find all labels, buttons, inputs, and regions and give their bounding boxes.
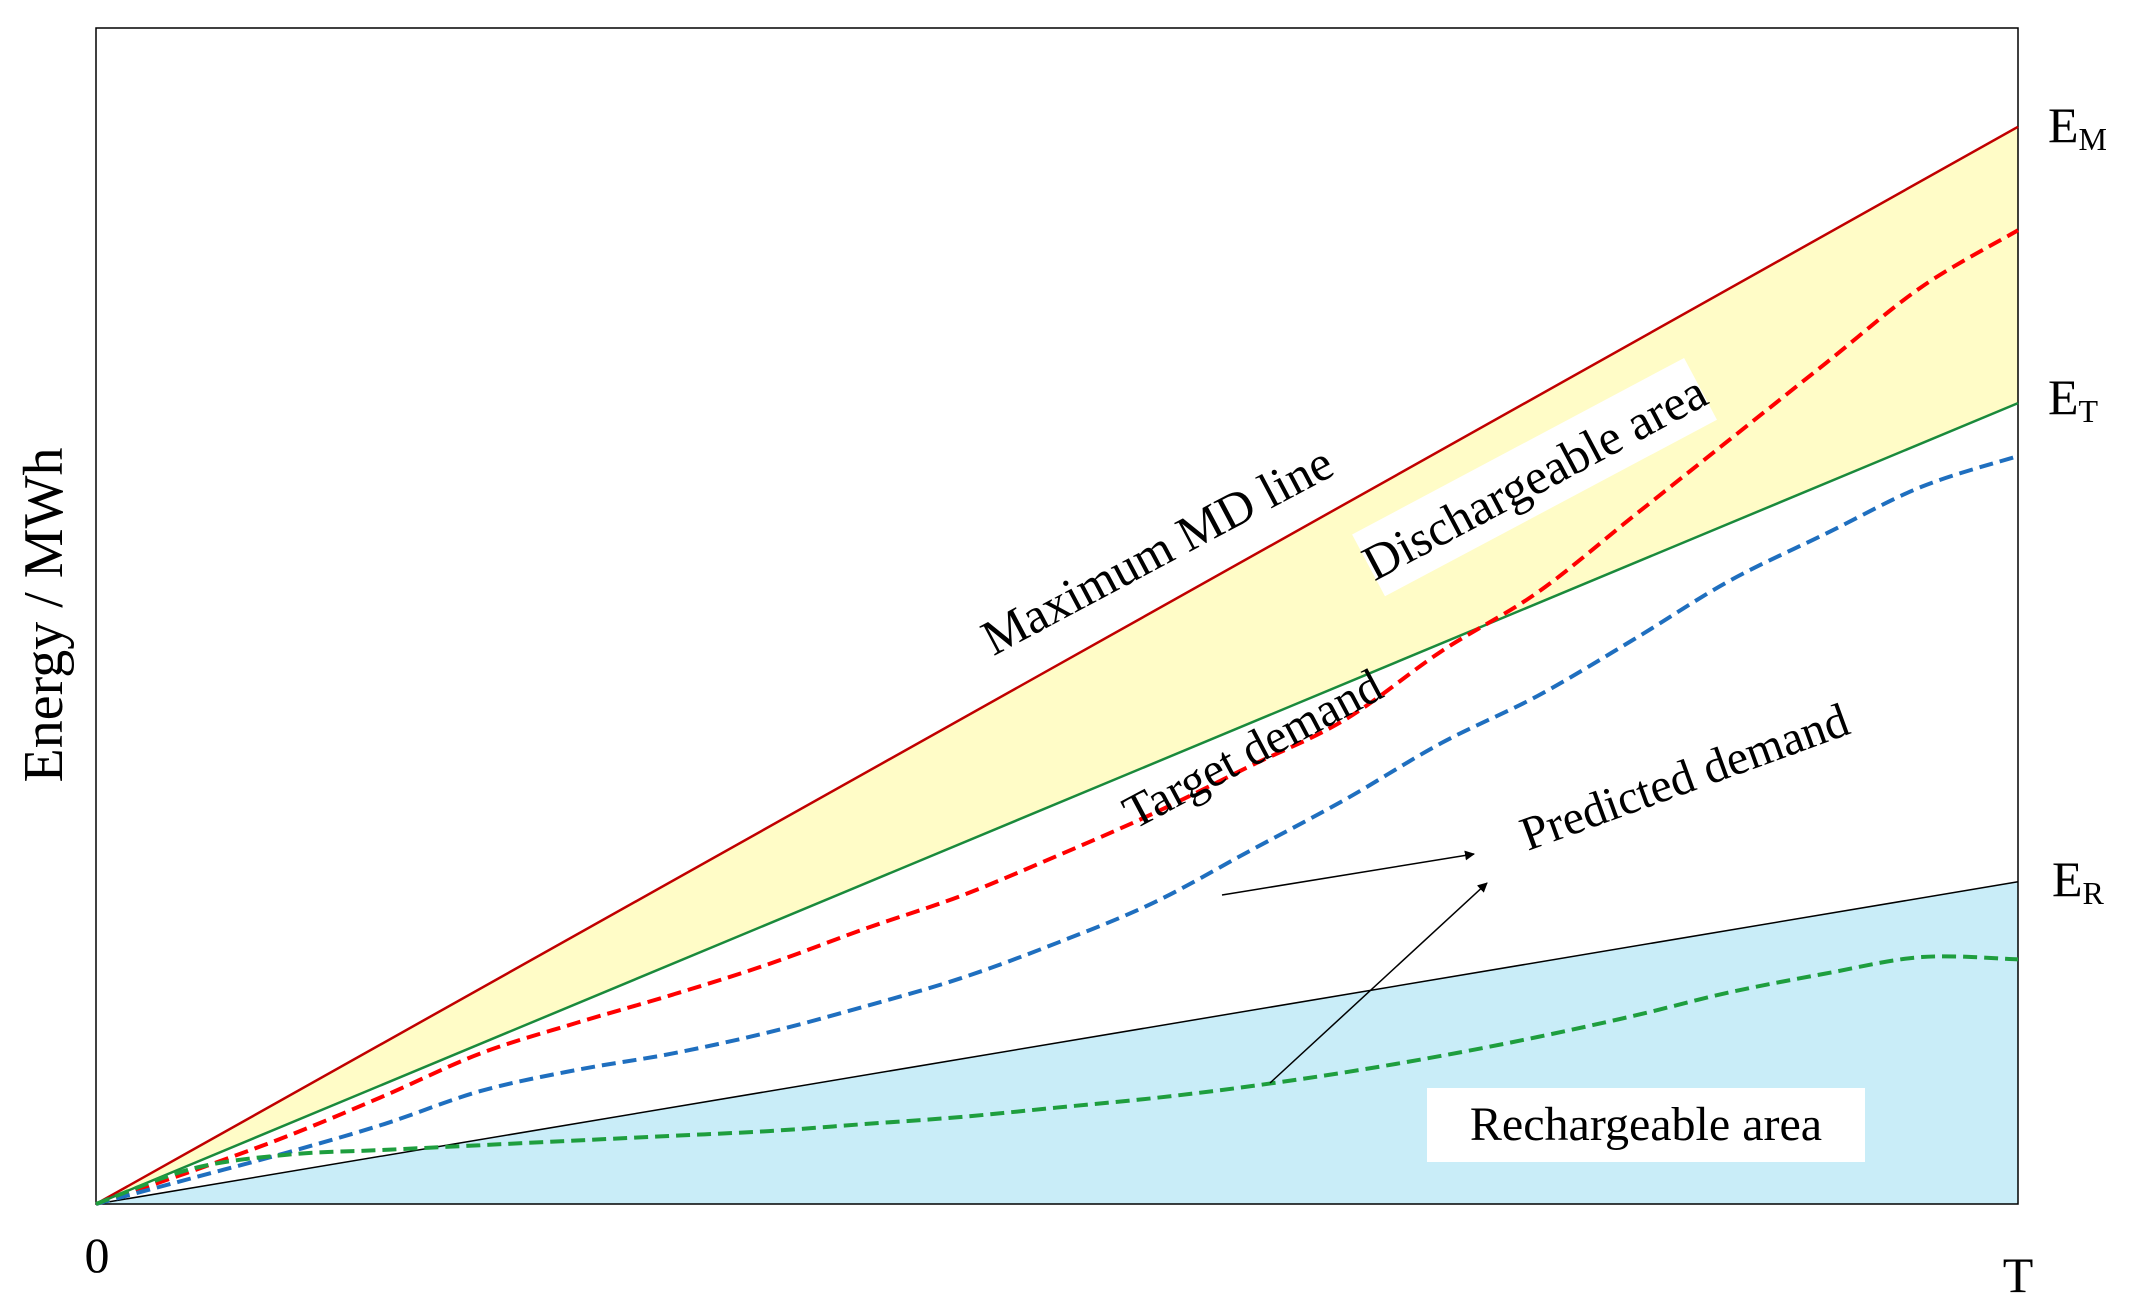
er-label: ER xyxy=(2052,851,2105,911)
et-label: ET xyxy=(2048,369,2099,429)
target-demand-line xyxy=(95,401,2019,1206)
predicted-demand-arrow-lower xyxy=(1269,882,1488,1084)
x-tick-end: T xyxy=(2003,1247,2034,1303)
predicted-demand-curve-red xyxy=(95,228,2020,1206)
maximum-md-line xyxy=(95,125,2019,1206)
em-label: EM xyxy=(2048,97,2107,157)
rechargeable-area-label: Rechargeable area xyxy=(1470,1098,1822,1151)
y-axis-label: Energy / MWh xyxy=(13,448,75,783)
predicted-demand-curve-blue xyxy=(95,454,2019,1206)
dischargeable-area-label-box xyxy=(1352,357,1717,597)
predicted-demand-arrow-upper xyxy=(1221,850,1475,896)
predicted-demand-curve-green xyxy=(95,954,2019,1206)
rechargeable-area-label-box xyxy=(1427,1088,1865,1162)
x-tick-origin: 0 xyxy=(85,1227,110,1283)
plot-frame xyxy=(95,27,2019,1205)
predicted-demand-label: Predicted demand xyxy=(1513,693,1856,861)
